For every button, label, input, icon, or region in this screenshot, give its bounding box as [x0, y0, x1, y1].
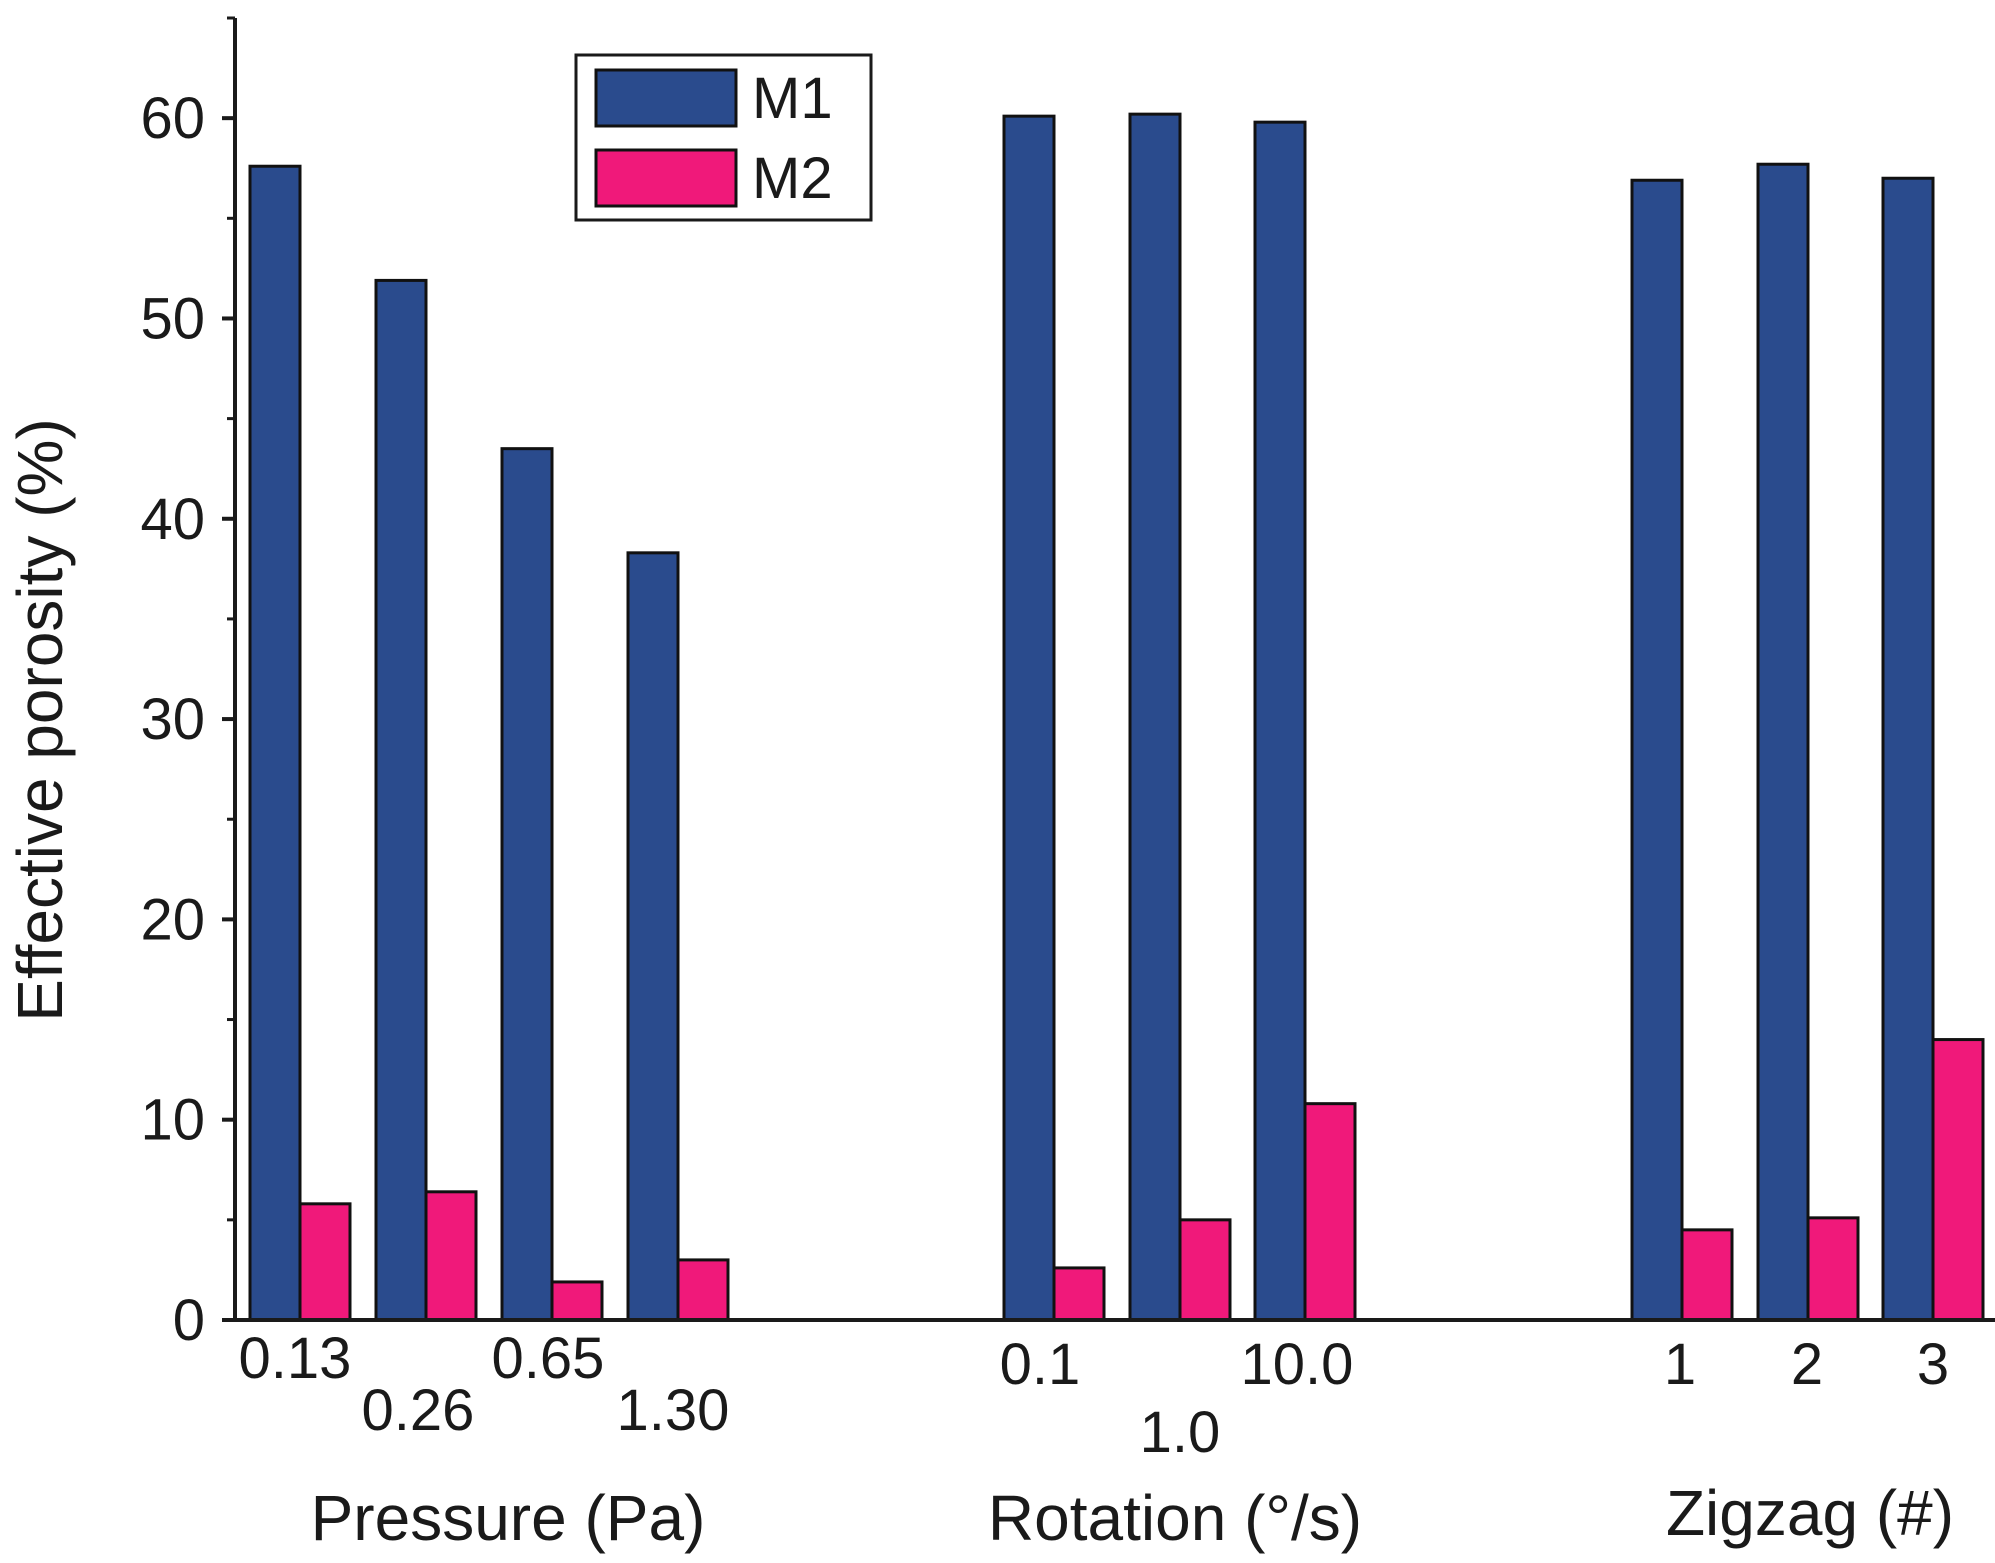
bar-m2: [424, 1190, 478, 1322]
group-labels: Pressure (Pa) Rotation (°/s) Zigzag (#): [311, 1477, 1954, 1554]
bar-m1: [1002, 114, 1056, 1322]
legend-label: M1: [752, 66, 833, 131]
group-label: Pressure (Pa): [311, 1482, 706, 1554]
tick-labels: 0 10 20 30 40 50 60 0.130.26 0.651.30 0.1 1.0 10.0 1…: [140, 86, 1949, 1465]
bar-m1: [1881, 176, 1935, 1322]
x-tick-label: 0.26: [362, 1378, 475, 1443]
x-tick-label: 0.65: [492, 1326, 605, 1391]
bar-m2: [676, 1258, 730, 1322]
y-tick-label: 40: [140, 487, 205, 552]
group-label: Rotation (°/s): [988, 1482, 1362, 1554]
x-tick-label: 1.0: [1140, 1400, 1221, 1465]
x-tick-label: 2: [1791, 1332, 1823, 1397]
y-tick-label: 10: [140, 1088, 205, 1153]
axes: [233, 18, 1995, 1322]
x-tick-label: 0.13: [239, 1326, 352, 1391]
bar-m1: [626, 551, 680, 1322]
bar-m1: [1128, 112, 1182, 1322]
bar-m2: [1680, 1228, 1734, 1322]
bar-m1: [1756, 162, 1810, 1322]
bar-m2: [1052, 1266, 1106, 1322]
y-tick-label: 60: [140, 86, 205, 151]
bar-m2: [298, 1202, 352, 1322]
legend-swatch: [594, 148, 738, 208]
bar-m1: [500, 447, 554, 1322]
x-tick-label: 1.30: [617, 1378, 730, 1443]
y-tick-label: 50: [140, 286, 205, 351]
y-tick-label: 30: [140, 687, 205, 752]
bar-m2: [1806, 1216, 1860, 1322]
y-tick-label: 0: [173, 1288, 205, 1353]
group-label: Zigzag (#): [1666, 1477, 1954, 1549]
x-tick-label: 3: [1917, 1332, 1949, 1397]
legend-swatch: [594, 68, 738, 128]
bar-m2: [550, 1280, 604, 1322]
bars: [248, 112, 1985, 1322]
bar-m1: [374, 278, 428, 1322]
bar-m2: [1931, 1038, 1985, 1322]
x-tick-label: 10.0: [1241, 1332, 1354, 1397]
x-tick-label: 0.1: [1000, 1332, 1081, 1397]
x-tick-label: 1: [1664, 1332, 1696, 1397]
bar-m1: [248, 164, 302, 1322]
bar-m2: [1303, 1102, 1357, 1322]
y-axis-title: Effective porosity (%): [4, 418, 76, 1021]
bar-m1: [1253, 120, 1307, 1322]
bar-m1: [1630, 178, 1684, 1322]
legend-label: M2: [752, 146, 833, 211]
y-tick-label: 20: [140, 887, 205, 952]
bar-m2: [1178, 1218, 1232, 1322]
